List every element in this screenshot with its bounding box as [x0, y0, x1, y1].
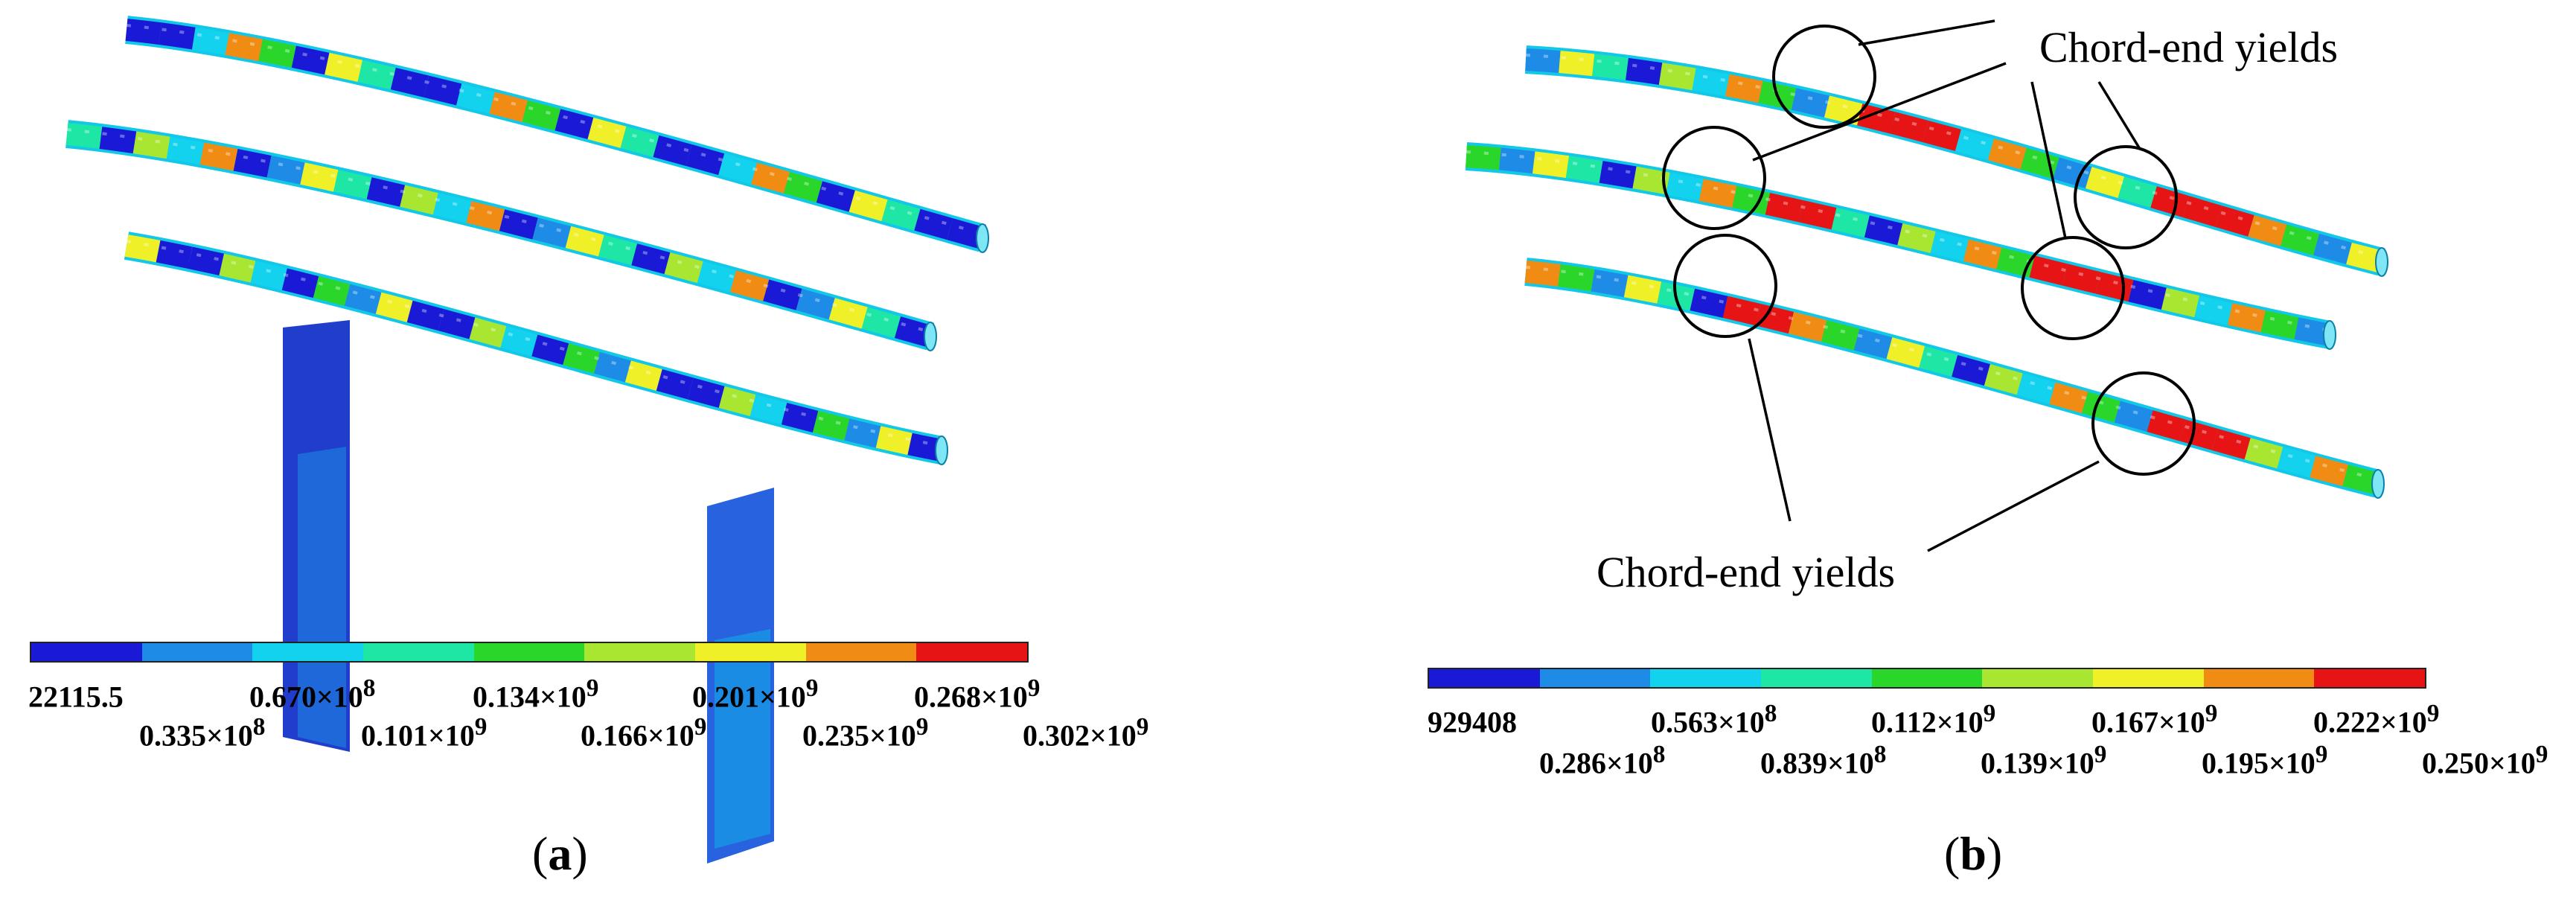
legend-color-segment: [1650, 669, 1762, 687]
legend-b-label: 0.250×109: [2422, 741, 2548, 780]
tube-stress-band: [65, 123, 934, 348]
caption-panel-b: (b): [1944, 827, 2003, 880]
legend-b-label: 929408: [1428, 705, 1517, 739]
tube-end-cap: [935, 435, 948, 465]
legend-a-label: 22115.5: [28, 680, 124, 714]
tube-stress-band: [1525, 48, 2385, 273]
tube-stress-band: [65, 123, 934, 348]
legend-a-label: 0.268×109: [914, 674, 1041, 714]
annotation-chord-end-yields-top: Chord-end yields: [2039, 23, 2339, 71]
legend-b-label: 0.139×109: [1981, 741, 2107, 780]
legend-color-segment: [1539, 669, 1651, 687]
yield-circle: [1673, 234, 1777, 338]
yield-circle: [2091, 371, 2196, 476]
legend-color-segment: [31, 643, 142, 661]
legend-color-segment: [141, 643, 253, 661]
legend-color-segment: [2314, 669, 2426, 687]
legend-b-label: 0.839×108: [1760, 741, 1887, 780]
tube-stress-band: [124, 234, 944, 462]
tube-stress-band: [1524, 261, 2381, 495]
legend-color-segment: [473, 643, 585, 661]
legend-color-segment: [1429, 669, 1540, 687]
yield-circle: [1662, 126, 1766, 230]
legend-a-label: 0.670×108: [249, 674, 376, 714]
tube-stress-band: [124, 234, 944, 462]
tube-stress-band: [1524, 261, 2381, 495]
tube-stress-band: [1525, 48, 2385, 273]
leader-line: [1927, 460, 2100, 552]
legend-color-segment: [1871, 669, 1983, 687]
legend-colorbar-b: [1428, 668, 2426, 689]
legend-b-label: 0.112×109: [1871, 700, 1996, 739]
tube-stress-band: [1466, 145, 2332, 346]
leader-line: [2097, 81, 2141, 150]
tube-stress-band: [1525, 48, 2385, 273]
tube-stress-band: [65, 123, 934, 348]
tube-mesh-line: [126, 24, 983, 235]
yield-markers: [1662, 25, 2196, 476]
legend-color-segment: [1761, 669, 1872, 687]
legend-color-segment: [252, 643, 364, 661]
legend-a-label: 0.201×109: [692, 674, 819, 714]
leader-line: [1752, 62, 2007, 162]
tube-stress-band: [124, 234, 944, 462]
legend-b-label: 0.563×108: [1651, 700, 1777, 739]
leader-line: [1858, 19, 1995, 46]
leader-line: [1748, 338, 1792, 522]
tube-stress-band: [1466, 145, 2332, 346]
chord-tubes: [65, 16, 2388, 499]
legend-color-segment: [805, 643, 917, 661]
tube-stress-band: [125, 19, 986, 249]
tube-end-cap: [2375, 247, 2388, 277]
tube-end-cap: [2323, 320, 2336, 350]
legend-color-segment: [2203, 669, 2315, 687]
annotation-chord-end-yields-bottom: Chord-end yields: [1597, 548, 1896, 596]
legend-b-label: 0.286×108: [1539, 741, 1666, 780]
legend-a-label: 0.335×108: [139, 713, 266, 753]
yield-circle: [2021, 236, 2125, 340]
legend-color-segment: [363, 643, 474, 661]
brace-right-shade: [715, 629, 770, 849]
legend-a-label: 0.101×109: [361, 713, 488, 753]
tube-stress-band: [1524, 261, 2381, 495]
leader-line: [2030, 81, 2067, 239]
tube-end-cap: [924, 322, 937, 351]
legend-b-label: 0.195×109: [2202, 741, 2328, 780]
legend-color-segment: [916, 643, 1028, 661]
legend-a-label: 0.134×109: [473, 674, 599, 714]
tube-mesh-line: [126, 240, 942, 447]
tube-end-cap: [976, 223, 989, 253]
tube-mesh-line: [1525, 54, 2382, 259]
legend-a-label: 0.302×109: [1023, 713, 1149, 753]
legend-color-segment: [695, 643, 806, 661]
leader-lines: [1748, 19, 2141, 552]
tube-stress-band: [1466, 145, 2332, 346]
legend-b-label: 0.222×109: [2313, 700, 2440, 739]
yield-circle: [2074, 145, 2178, 249]
legend-color-segment: [584, 643, 696, 661]
caption-panel-a: (a): [532, 827, 588, 880]
tube-end-cap: [2371, 469, 2385, 499]
legend-a-label: 0.166×109: [581, 713, 707, 753]
brace-left-shade: [298, 447, 346, 748]
tube-stress-band: [125, 19, 986, 249]
legend-color-segment: [1982, 669, 2094, 687]
legend-colorbar-a: [30, 642, 1029, 663]
yield-circle: [1772, 25, 1876, 129]
tube-stress-band: [125, 19, 986, 249]
legend-b-label: 0.167×109: [2091, 700, 2218, 739]
legend-a-label: 0.235×109: [802, 713, 929, 753]
legend-color-segment: [2093, 669, 2204, 687]
